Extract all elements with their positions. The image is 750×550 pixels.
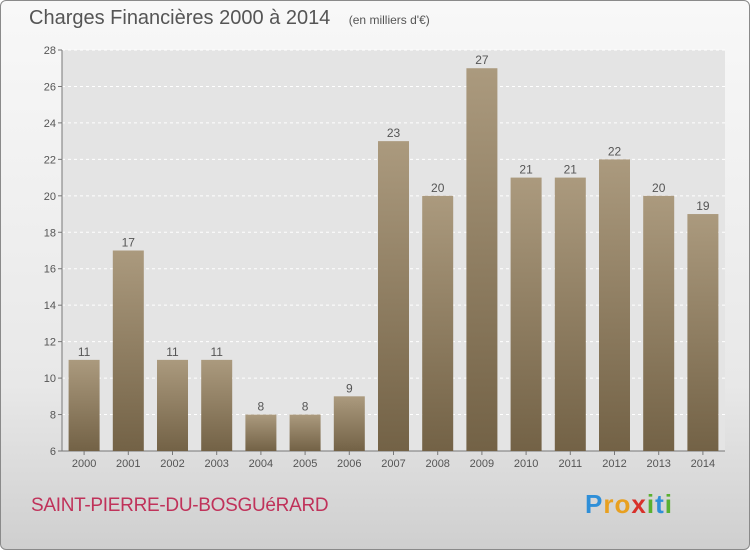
data-label: 21: [564, 163, 578, 177]
bar: [643, 195, 675, 451]
logo-letter: i: [664, 489, 673, 519]
bar: [289, 414, 321, 451]
x-tick-label: 2014: [691, 458, 715, 470]
x-tick-label: 2006: [337, 458, 361, 470]
bar: [333, 396, 365, 451]
logo-letter: i: [646, 489, 656, 519]
x-tick-label: 2005: [293, 458, 317, 470]
proxiti-logo: Proxiti: [585, 489, 673, 520]
x-tick-label: 2012: [602, 458, 626, 470]
x-tick-label: 2008: [425, 458, 449, 470]
data-label: 11: [210, 345, 223, 359]
data-label: 23: [387, 126, 401, 140]
logo-letter: r: [603, 489, 615, 519]
logo-letter: x: [631, 489, 647, 519]
chart-subtitle: (en milliers d'€): [348, 13, 430, 27]
bar: [466, 68, 498, 452]
bar: [112, 250, 144, 451]
bar: [687, 214, 719, 451]
bar: [157, 359, 188, 451]
logo-letter: P: [585, 489, 604, 519]
x-tick-label: 2011: [558, 458, 582, 470]
x-tick-label: 2007: [381, 458, 405, 470]
x-tick-label: 2000: [72, 458, 96, 470]
y-tick-label: 6: [50, 446, 56, 458]
data-label: 27: [475, 53, 489, 67]
data-label: 21: [519, 163, 533, 177]
y-tick-label: 22: [44, 154, 56, 166]
y-tick-label: 16: [44, 264, 56, 276]
x-tick-label: 2010: [514, 458, 538, 470]
bar: [245, 414, 277, 451]
x-tick-label: 2003: [204, 458, 228, 470]
x-tick-label: 2001: [116, 458, 140, 470]
data-label: 17: [122, 236, 136, 250]
bar: [68, 359, 100, 451]
title-row: Charges Financières 2000 à 2014 (en mill…: [29, 7, 430, 30]
data-label: 19: [696, 199, 710, 213]
logo-letter: o: [614, 489, 632, 519]
data-label: 22: [608, 144, 622, 158]
y-tick-label: 10: [44, 373, 56, 385]
bar: [422, 195, 454, 451]
data-label: 8: [258, 400, 265, 414]
y-tick-label: 26: [44, 81, 56, 93]
y-tick-label: 8: [50, 410, 56, 422]
y-tick-label: 14: [44, 300, 56, 312]
commune-name: SAINT-PIERRE-DU-BOSGUéRARD: [31, 495, 329, 516]
data-label: 20: [431, 181, 445, 195]
x-tick-label: 2009: [470, 458, 494, 470]
x-tick-label: 2004: [249, 458, 273, 470]
bar: [599, 159, 630, 451]
x-tick-label: 2013: [646, 458, 670, 470]
logo-letter: t: [655, 489, 665, 519]
bar: [201, 359, 233, 451]
y-tick-label: 18: [44, 227, 56, 239]
data-label: 11: [166, 345, 179, 359]
x-tick-label: 2002: [160, 458, 184, 470]
y-tick-label: 24: [44, 118, 56, 130]
data-label: 8: [302, 400, 309, 414]
bar: [554, 177, 586, 451]
y-tick-label: 20: [44, 191, 56, 203]
chart-title: Charges Financières 2000 à 2014: [29, 7, 331, 29]
y-tick-label: 28: [44, 45, 56, 57]
data-label: 20: [652, 181, 666, 195]
bar: [378, 141, 409, 452]
data-label: 11: [78, 345, 91, 359]
data-label: 9: [346, 381, 353, 395]
y-tick-label: 12: [44, 337, 56, 349]
bar: [510, 177, 542, 451]
